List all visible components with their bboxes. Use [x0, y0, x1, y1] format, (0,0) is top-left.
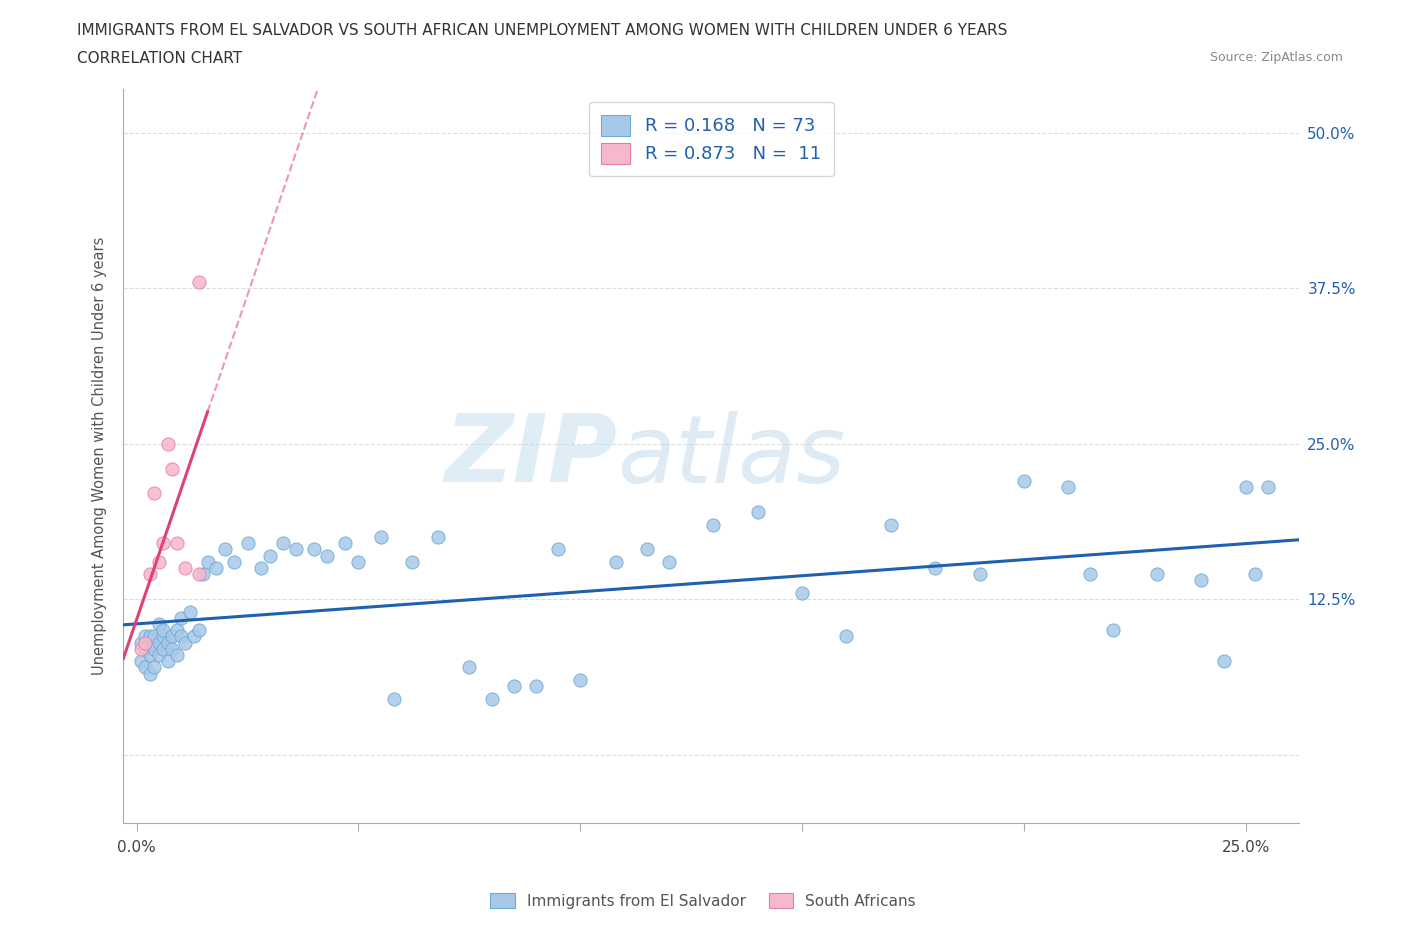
Point	[143, 660, 166, 675]
Point	[134, 660, 156, 675]
Point	[1189, 573, 1212, 588]
Point	[170, 610, 193, 625]
Point	[547, 542, 569, 557]
Point	[427, 529, 450, 544]
Point	[524, 679, 547, 694]
Point	[187, 566, 209, 581]
Point	[333, 536, 356, 551]
Point	[1146, 566, 1168, 581]
Point	[129, 642, 152, 657]
Point	[835, 629, 858, 644]
Point	[636, 542, 658, 557]
Point	[969, 566, 991, 581]
Point	[152, 623, 174, 638]
Point	[156, 635, 179, 650]
Point	[747, 505, 769, 520]
Point	[605, 554, 627, 569]
Text: atlas: atlas	[617, 411, 845, 501]
Point	[174, 561, 197, 576]
Legend: R = 0.168   N = 73, R = 0.873   N =  11: R = 0.168 N = 73, R = 0.873 N = 11	[589, 102, 834, 177]
Point	[197, 554, 219, 569]
Point	[139, 666, 162, 681]
Y-axis label: Unemployment Among Women with Children Under 6 years: Unemployment Among Women with Children U…	[93, 237, 107, 675]
Point	[143, 642, 166, 657]
Point	[1257, 480, 1279, 495]
Point	[166, 536, 188, 551]
Point	[214, 542, 236, 557]
Point	[174, 635, 197, 650]
Point	[924, 561, 946, 576]
Point	[191, 566, 214, 581]
Point	[139, 566, 162, 581]
Point	[179, 604, 201, 619]
Point	[148, 617, 170, 631]
Point	[285, 542, 308, 557]
Point	[143, 486, 166, 501]
Point	[458, 660, 481, 675]
Point	[183, 629, 205, 644]
Point	[166, 623, 188, 638]
Point	[880, 517, 903, 532]
Text: IMMIGRANTS FROM EL SALVADOR VS SOUTH AFRICAN UNEMPLOYMENT AMONG WOMEN WITH CHILD: IMMIGRANTS FROM EL SALVADOR VS SOUTH AFR…	[77, 23, 1008, 38]
Point	[259, 548, 281, 563]
Point	[166, 647, 188, 662]
Point	[139, 647, 162, 662]
Point	[1057, 480, 1080, 495]
Point	[170, 629, 193, 644]
Point	[1212, 654, 1234, 669]
Point	[148, 635, 170, 650]
Point	[236, 536, 259, 551]
Point	[250, 561, 273, 576]
Point	[139, 629, 162, 644]
Point	[205, 561, 228, 576]
Legend: Immigrants from El Salvador, South Africans: Immigrants from El Salvador, South Afric…	[484, 886, 922, 915]
Point	[148, 647, 170, 662]
Point	[143, 629, 166, 644]
Point	[224, 554, 246, 569]
Point	[129, 635, 152, 650]
Point	[160, 642, 183, 657]
Text: CORRELATION CHART: CORRELATION CHART	[77, 51, 242, 66]
Text: ZIP: ZIP	[444, 410, 617, 502]
Point	[481, 691, 503, 706]
Point	[152, 536, 174, 551]
Point	[129, 654, 152, 669]
Point	[187, 274, 209, 289]
Point	[148, 554, 170, 569]
Point	[1243, 566, 1265, 581]
Point	[370, 529, 392, 544]
Point	[160, 629, 183, 644]
Point	[134, 629, 156, 644]
Point	[1101, 623, 1123, 638]
Point	[569, 672, 592, 687]
Point	[134, 642, 156, 657]
Point	[187, 623, 209, 638]
Text: Source: ZipAtlas.com: Source: ZipAtlas.com	[1209, 51, 1343, 64]
Point	[401, 554, 423, 569]
Point	[160, 461, 183, 476]
Point	[1234, 480, 1257, 495]
Point	[347, 554, 370, 569]
Point	[302, 542, 325, 557]
Point	[382, 691, 405, 706]
Point	[316, 548, 339, 563]
Point	[156, 436, 179, 451]
Point	[152, 642, 174, 657]
Point	[502, 679, 524, 694]
Point	[156, 654, 179, 669]
Point	[1012, 473, 1035, 488]
Point	[702, 517, 724, 532]
Point	[1080, 566, 1102, 581]
Point	[152, 629, 174, 644]
Point	[134, 635, 156, 650]
Point	[790, 586, 813, 601]
Point	[271, 536, 294, 551]
Point	[658, 554, 681, 569]
